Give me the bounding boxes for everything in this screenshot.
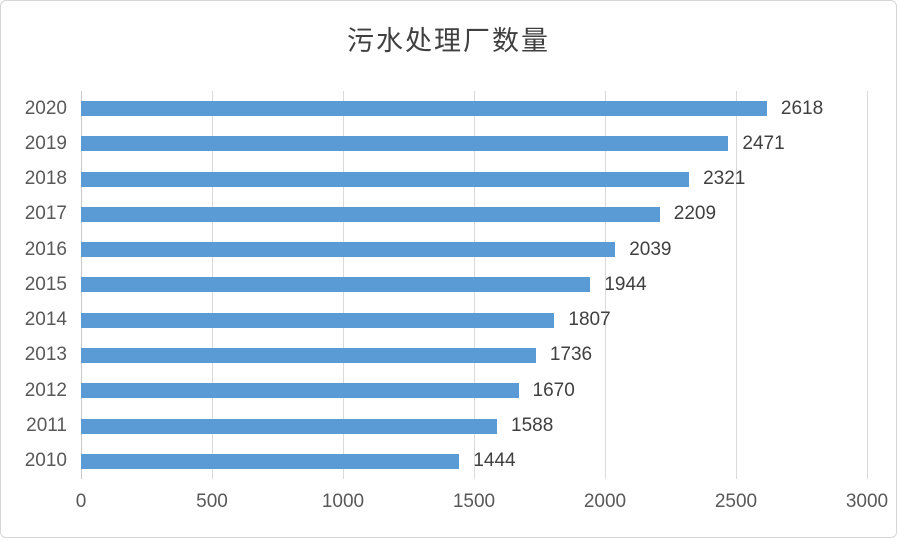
x-tick-label: 500: [196, 491, 228, 512]
x-tick-label: 2500: [714, 491, 758, 512]
category-label: 2011: [26, 415, 67, 437]
category-label: 2010: [24, 450, 67, 472]
bar: [81, 277, 591, 293]
plot-area: 2020 2618 2019 2471 2018 2321 2017 2209 2016 2039…: [25, 91, 868, 479]
category-label: 2020: [24, 97, 67, 119]
gridline: [604, 91, 606, 479]
category-label: 2013: [24, 344, 67, 366]
data-label: 1444: [473, 450, 516, 472]
bar-row: 2016 2039: [25, 232, 867, 267]
bar-row: 2014 1807: [25, 303, 867, 338]
bar-row: 2015 1944: [25, 267, 867, 302]
bar: [81, 383, 519, 399]
bar-row: 2012 1670: [25, 373, 867, 408]
bar: [81, 453, 460, 469]
data-label: 1807: [568, 309, 611, 331]
category-label: 2014: [24, 309, 67, 331]
bar: [81, 136, 729, 152]
bar-row: 2020 2618: [25, 91, 867, 126]
x-tick-label: 1500: [452, 491, 496, 512]
data-label: 2618: [780, 97, 824, 119]
bar-row: 2010 1444: [25, 444, 867, 479]
data-label: 2039: [629, 238, 672, 260]
data-label: 2209: [673, 203, 717, 225]
gridline: [736, 91, 737, 479]
data-label: 2471: [742, 132, 785, 154]
x-tick-label: 0: [75, 491, 87, 512]
bar-row: 2018 2321: [25, 162, 867, 197]
bar-row: 2013 1736: [25, 338, 867, 373]
chart-title: 污水处理厂数量: [347, 26, 550, 57]
category-label: 2017: [24, 203, 67, 225]
data-label: 2321: [703, 168, 746, 190]
data-label: 1588: [511, 415, 554, 437]
x-tick-label: 3000: [845, 491, 889, 512]
bar: [81, 418, 498, 434]
bar: [81, 347, 536, 363]
data-label: 1944: [604, 273, 647, 295]
gridline: [867, 91, 868, 479]
bar: [81, 171, 690, 187]
x-tick-label: 1000: [321, 491, 365, 512]
x-axis-tick-labels: 0 500 1000 1500 2000 2500 3000: [76, 491, 888, 515]
bar-row: 2011 1588: [26, 408, 867, 443]
category-label: 2012: [24, 379, 67, 401]
bars-container: 2020 2618 2019 2471 2018 2321 2017 2209 2016 2039…: [25, 91, 867, 479]
data-label: 1736: [549, 344, 593, 366]
category-label: 2019: [24, 132, 67, 154]
bar: [81, 312, 555, 328]
x-tick-label: 2000: [583, 491, 627, 512]
bar: [81, 101, 767, 117]
bar-row: 2017 2209: [25, 197, 867, 232]
category-label: 2016: [24, 238, 67, 260]
bar-row: 2019 2471: [25, 126, 867, 161]
category-label: 2015: [24, 273, 67, 295]
category-label: 2018: [24, 168, 67, 190]
data-label: 1670: [532, 379, 575, 401]
bar: [81, 206, 660, 222]
bar: [81, 242, 616, 258]
